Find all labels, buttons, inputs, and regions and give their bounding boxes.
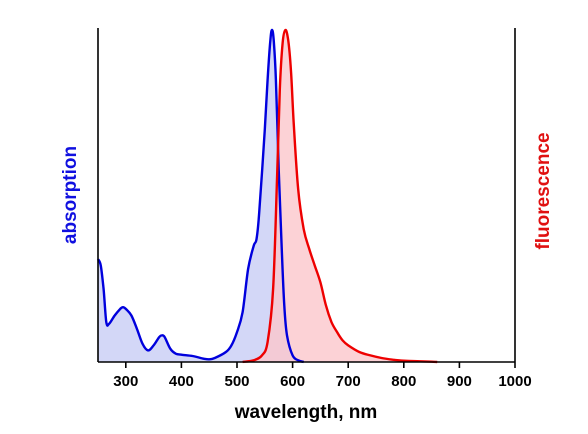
left-axis-label: absorption — [60, 146, 81, 244]
series-lines — [96, 28, 438, 364]
x-tick-label: 600 — [280, 373, 305, 390]
x-tick-label: 800 — [391, 373, 416, 390]
absorption-area — [98, 30, 304, 362]
x-tick-label: 900 — [447, 373, 472, 390]
right-axis-label: fluorescence — [533, 132, 554, 249]
x-axis-ticks: 300 400 500 600 700 800 900 1000 — [113, 362, 532, 390]
x-tick-label: 700 — [336, 373, 361, 390]
x-tick-label: 500 — [224, 373, 249, 390]
absorption-line — [96, 28, 305, 364]
x-tick-label: 400 — [169, 373, 194, 390]
fluorescence-line — [242, 28, 438, 364]
fluorescence-area — [242, 29, 438, 363]
axes — [97, 28, 516, 363]
x-axis-label: wavelength, nm — [234, 402, 378, 423]
x-tick-label: 1000 — [498, 373, 531, 390]
series-fills — [98, 29, 438, 363]
x-tick-label: 300 — [113, 373, 138, 390]
